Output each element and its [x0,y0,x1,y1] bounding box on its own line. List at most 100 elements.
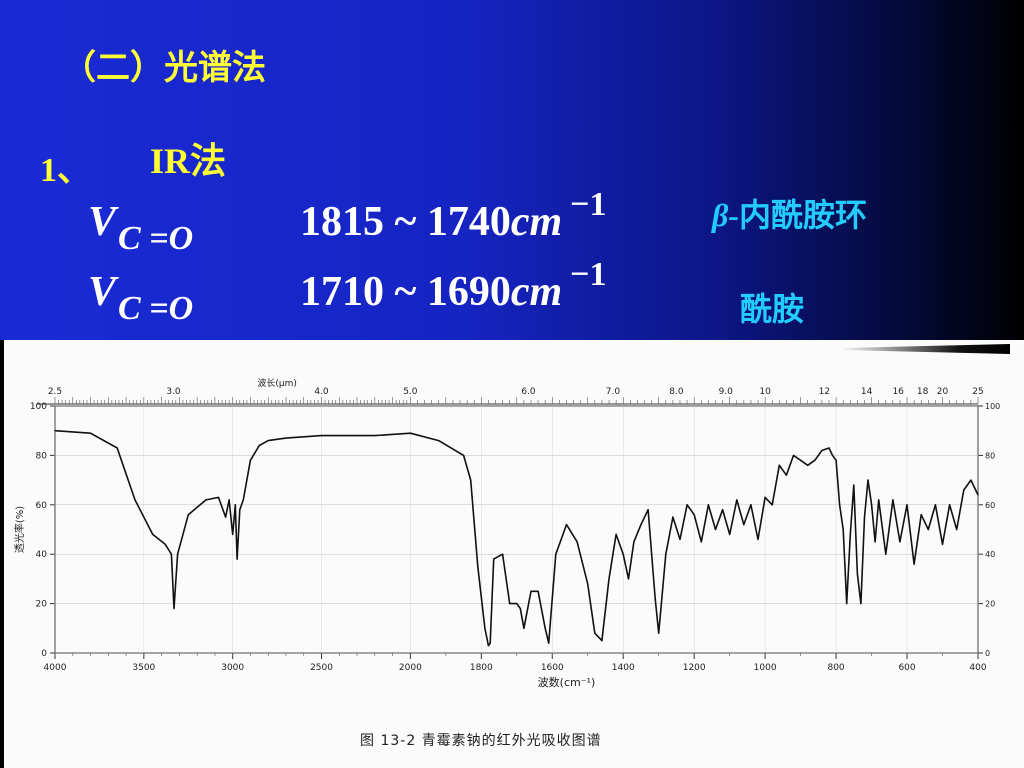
spectrum-point [821,449,823,452]
spectrum-point [242,499,244,501]
spectrum-point [839,504,841,506]
spectrum-point [409,432,411,434]
spectrum-point [856,573,858,575]
spectrum-point [523,627,525,629]
top-tick-label: 16 [892,387,904,397]
plot-frame [54,405,979,654]
eq2-symbol: V [88,269,117,315]
eq2-range: 1710 ~ 1690 [300,269,511,315]
spectrum-point [152,533,154,536]
eq1-note-beta: β- [712,197,740,233]
slide-header-area [0,0,1024,340]
spectrum-point [627,578,630,580]
spectrum-point [537,590,539,592]
scan-left-edge [0,340,4,768]
spectrum-point [249,459,252,461]
equation-1-range: 1815 ~ 1740cm −1 [300,186,607,246]
spectrum-point [729,533,731,536]
spectrum-point [885,553,887,555]
spectrum-point [576,541,578,543]
spectrum-point [920,514,922,516]
top-tick-label: 5.0 [403,387,418,397]
item-label: IR法 [150,141,227,181]
spectrum-point [234,504,236,506]
y-tick-label: 80 [36,451,48,461]
spectrum-point [672,516,674,518]
top-tick-label: 8.0 [669,387,684,397]
top-tick-label: 20 [937,387,949,397]
spectrum-point [828,447,830,449]
spectrum-point [509,603,511,605]
y-tick-label-right: 100 [985,402,1000,411]
x-tick-label: 3500 [132,663,155,673]
spectrum-point [548,642,550,644]
spectrum-point [601,640,603,642]
spectrum-point [736,499,738,501]
spectrum-point [892,499,894,501]
eq1-range: 1815 ~ 1740 [300,199,511,245]
spectrum-point [679,538,681,540]
spectrum-point [721,509,724,511]
spectrum-point [530,590,532,592]
spectrum-point [842,528,844,531]
x-tick-label: 3000 [221,663,244,673]
spectrum-point [785,474,788,476]
x-tick-label: 600 [898,663,915,673]
spectrum-point [743,523,745,526]
spectrum-point [555,553,557,555]
top-tick-label: 9.0 [719,387,734,397]
spectrum-point [867,479,869,481]
figure-caption: 图 13-2 青霉素钠的红外光吸收图谱 [360,733,602,749]
spectrum-point [949,504,951,506]
top-tick-label: 12 [819,387,830,397]
x-tick-label: 800 [827,663,844,673]
top-tick-label: 2.5 [48,387,62,397]
spectrum-point [849,533,851,536]
top-axis-label: 波长(μm) [257,377,297,389]
spectrum-point [544,627,546,629]
spectrum-point [899,541,901,543]
spectrum-point [878,499,880,501]
spectrum-point [835,459,837,461]
x-tick-label: 400 [969,663,986,673]
spectrum-point [807,464,809,466]
x-tick-label: 2500 [310,663,333,673]
spectrum-point [470,479,472,481]
top-tick-label: 4.0 [314,387,329,397]
spectrum-point [487,644,490,647]
spectrum-point [906,504,908,506]
spectrum-point [587,583,589,585]
spectrum-point [700,541,702,543]
spectrum-point [54,430,56,432]
spectrum-point [438,439,440,442]
y-tick-label-right: 20 [985,600,995,609]
spectrum-line [54,429,979,647]
eq1-note: β-内酰胺环 [712,190,867,236]
spectrum-point [489,642,491,644]
spectrum-point [647,509,649,511]
spectrum-point [800,459,802,461]
eq1-symbol: V [88,199,117,245]
slide-title: （二）光谱法 [62,48,266,88]
spectrum-point [814,459,816,461]
y-tick-label: 100 [30,402,47,412]
spectrum-point [205,499,207,501]
y-tick-label: 20 [36,600,48,610]
top-tick-label: 18 [917,387,929,397]
spectrum-point [320,435,323,437]
spectrum-point [477,565,479,568]
spectrum-point [654,598,656,600]
x-tick-label: 2000 [399,663,422,673]
spectrum-point [519,607,521,610]
eq2-unit: cm [510,269,563,315]
spectrum-point [224,516,227,518]
x-tick-label: 1400 [612,663,635,673]
y-tick-label-right: 60 [985,501,995,510]
spectrum-point [285,437,287,439]
spectrum-point [501,553,504,555]
spectrum-point [493,558,495,560]
spectrum-point [374,435,376,437]
spectrum-point [615,533,617,536]
spectrum-point [267,439,269,442]
spectrum-point [236,558,238,560]
